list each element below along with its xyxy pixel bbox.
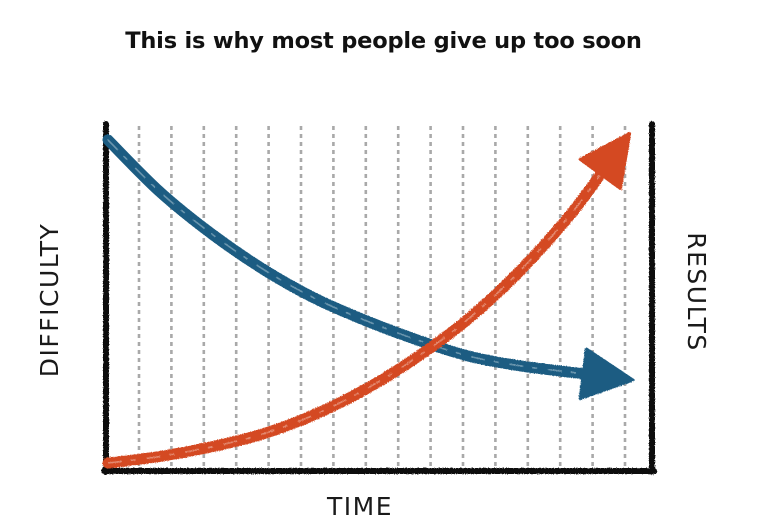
data-point-results bbox=[365, 387, 369, 391]
data-point-results bbox=[106, 461, 110, 465]
data-point-results bbox=[571, 209, 575, 213]
arrow-head-difficulty bbox=[578, 347, 635, 401]
series-texture-difficulty bbox=[107, 139, 600, 377]
data-point-difficulty bbox=[571, 371, 575, 375]
data-point-difficulty bbox=[520, 364, 524, 368]
data-point-results bbox=[261, 432, 265, 436]
data-point-difficulty bbox=[106, 138, 110, 142]
arrow-head-results bbox=[578, 132, 632, 191]
data-point-difficulty bbox=[261, 267, 265, 271]
data-point-difficulty bbox=[158, 190, 162, 194]
data-point-results bbox=[468, 316, 472, 320]
data-point-results bbox=[209, 445, 213, 449]
data-point-results bbox=[623, 138, 627, 142]
series-difficulty bbox=[102, 134, 635, 401]
left-axis-label: DIFFICULTY bbox=[35, 223, 64, 378]
series-results bbox=[102, 132, 632, 469]
data-point-results bbox=[313, 413, 317, 417]
data-point-difficulty bbox=[468, 354, 472, 358]
data-point-difficulty bbox=[416, 338, 420, 342]
data-point-results bbox=[520, 267, 524, 271]
series-texture-results bbox=[107, 160, 611, 464]
data-point-difficulty bbox=[623, 377, 627, 381]
data-point-difficulty bbox=[313, 296, 317, 300]
data-point-difficulty bbox=[365, 319, 369, 323]
data-point-difficulty bbox=[209, 232, 213, 236]
chart-title: This is why most people give up too soon bbox=[125, 28, 642, 54]
data-point-results bbox=[416, 354, 420, 358]
gridlines bbox=[137, 126, 627, 468]
x-axis-label: TIME bbox=[326, 492, 393, 521]
data-point-results bbox=[158, 455, 162, 459]
frame bbox=[101, 121, 657, 475]
right-axis-label: RESULTS bbox=[682, 232, 711, 351]
